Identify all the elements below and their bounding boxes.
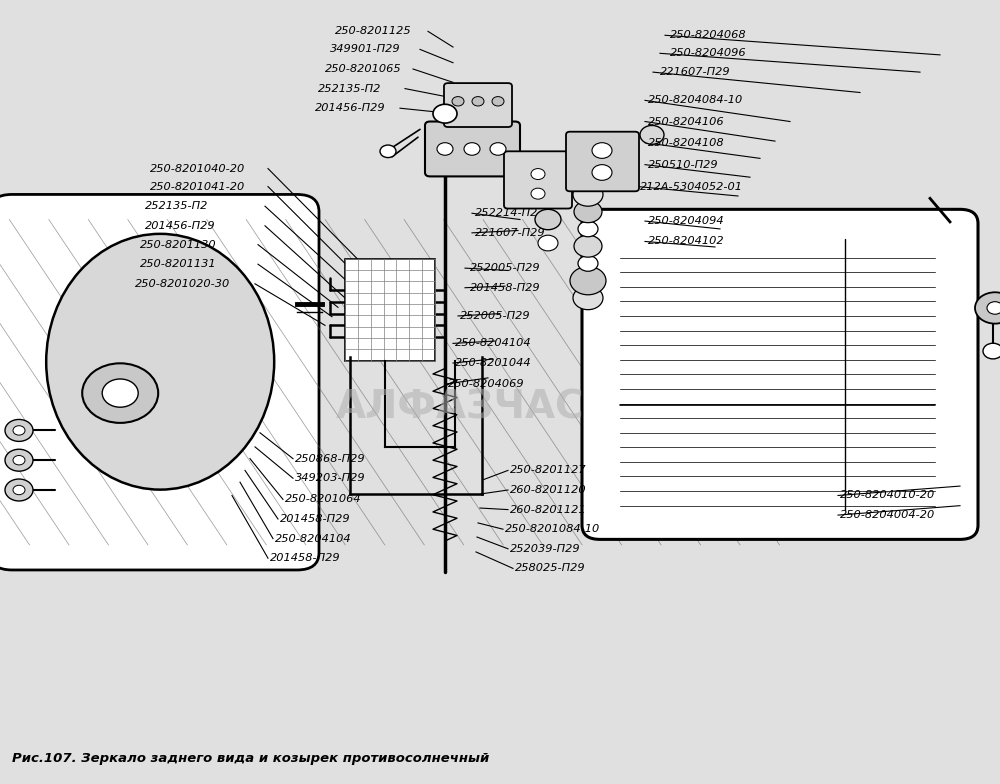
Circle shape <box>574 235 602 257</box>
Circle shape <box>5 479 33 501</box>
Text: 258025-П29: 258025-П29 <box>515 564 586 573</box>
Text: 250-8204084-10: 250-8204084-10 <box>648 96 743 105</box>
Text: 221607-П29: 221607-П29 <box>475 228 546 238</box>
Text: 250-8204004-20: 250-8204004-20 <box>840 510 935 520</box>
Text: 250868-П29: 250868-П29 <box>295 454 366 463</box>
Text: 250-8204069: 250-8204069 <box>448 379 525 389</box>
Circle shape <box>492 96 504 106</box>
Text: 201458-П29: 201458-П29 <box>270 554 341 563</box>
Text: 252214-П2: 252214-П2 <box>475 209 538 218</box>
Text: 250-8204068: 250-8204068 <box>670 31 747 40</box>
Text: 250-8204104: 250-8204104 <box>275 534 352 543</box>
Circle shape <box>578 169 598 185</box>
Text: 212А-5304052-01: 212А-5304052-01 <box>640 182 743 191</box>
Circle shape <box>640 125 664 144</box>
Circle shape <box>380 145 396 158</box>
Circle shape <box>13 426 25 435</box>
Circle shape <box>433 104 457 123</box>
Circle shape <box>573 183 603 206</box>
Text: 250510-П29: 250510-П29 <box>648 160 719 169</box>
FancyBboxPatch shape <box>504 151 572 209</box>
Text: 250-8201044: 250-8201044 <box>455 358 532 368</box>
Circle shape <box>464 143 480 155</box>
Text: 250-8201131: 250-8201131 <box>140 260 217 269</box>
FancyBboxPatch shape <box>582 209 978 539</box>
Circle shape <box>578 221 598 237</box>
Text: 349203-П29: 349203-П29 <box>295 474 366 483</box>
Circle shape <box>5 419 33 441</box>
Circle shape <box>975 292 1000 324</box>
Circle shape <box>452 96 464 106</box>
Text: 250-8201064: 250-8201064 <box>285 495 362 504</box>
Circle shape <box>573 286 603 310</box>
Text: 221607-П29: 221607-П29 <box>660 67 731 77</box>
Text: 201456-П29: 201456-П29 <box>315 103 386 113</box>
Text: 201458-П29: 201458-П29 <box>280 514 351 524</box>
Circle shape <box>538 235 558 251</box>
Text: 252005-П29: 252005-П29 <box>470 263 541 273</box>
Text: 250-8201084-10: 250-8201084-10 <box>505 524 600 534</box>
Circle shape <box>82 363 158 423</box>
Text: 260-8201121: 260-8201121 <box>510 505 587 514</box>
Text: АЛФАЗЧАС: АЛФАЗЧАС <box>336 389 584 426</box>
Circle shape <box>531 169 545 180</box>
Text: 250-8204106: 250-8204106 <box>648 117 725 126</box>
Circle shape <box>102 379 138 407</box>
Circle shape <box>578 256 598 271</box>
Bar <box>345 259 435 361</box>
Circle shape <box>13 456 25 465</box>
Text: 250-8201020-30: 250-8201020-30 <box>135 279 230 289</box>
Text: 250-8201130: 250-8201130 <box>140 240 217 249</box>
FancyBboxPatch shape <box>444 83 512 127</box>
Text: 250-8201040-20: 250-8201040-20 <box>150 164 245 173</box>
Circle shape <box>5 449 33 471</box>
FancyBboxPatch shape <box>425 122 520 176</box>
Text: 250-8204096: 250-8204096 <box>670 49 747 58</box>
Ellipse shape <box>46 234 274 490</box>
Circle shape <box>437 143 453 155</box>
Text: 201456-П29: 201456-П29 <box>145 221 216 230</box>
Circle shape <box>987 302 1000 314</box>
Text: 250-8204104: 250-8204104 <box>455 339 532 348</box>
Circle shape <box>592 165 612 180</box>
Text: 250-8204010-20: 250-8204010-20 <box>840 491 935 500</box>
Text: 252005-П29: 252005-П29 <box>460 311 531 321</box>
Text: 252039-П29: 252039-П29 <box>510 544 581 554</box>
Text: 201458-П29: 201458-П29 <box>470 283 541 292</box>
Text: 250-8204094: 250-8204094 <box>648 216 725 226</box>
Text: 250-8201041-20: 250-8201041-20 <box>150 182 245 191</box>
Text: 252135-П2: 252135-П2 <box>318 84 381 93</box>
Text: 260-8201120: 260-8201120 <box>510 485 587 495</box>
Text: 250-8204108: 250-8204108 <box>648 138 725 147</box>
Circle shape <box>592 143 612 158</box>
Circle shape <box>472 96 484 106</box>
Circle shape <box>490 143 506 155</box>
Text: 250-8201127: 250-8201127 <box>510 466 587 475</box>
Text: Рис.107. Зеркало заднего вида и козырек противосолнечный: Рис.107. Зеркало заднего вида и козырек … <box>12 753 489 765</box>
Circle shape <box>13 485 25 495</box>
Text: 250-8204102: 250-8204102 <box>648 237 725 246</box>
FancyBboxPatch shape <box>566 132 639 191</box>
Text: 250-8201065: 250-8201065 <box>325 64 402 74</box>
Circle shape <box>983 343 1000 359</box>
Circle shape <box>535 209 561 230</box>
Text: 349901-П29: 349901-П29 <box>330 45 401 54</box>
Circle shape <box>574 201 602 223</box>
Text: 252135-П2: 252135-П2 <box>145 201 208 211</box>
Circle shape <box>531 188 545 199</box>
FancyBboxPatch shape <box>0 194 319 570</box>
Circle shape <box>570 267 606 295</box>
Text: 250-8201125: 250-8201125 <box>335 27 412 36</box>
